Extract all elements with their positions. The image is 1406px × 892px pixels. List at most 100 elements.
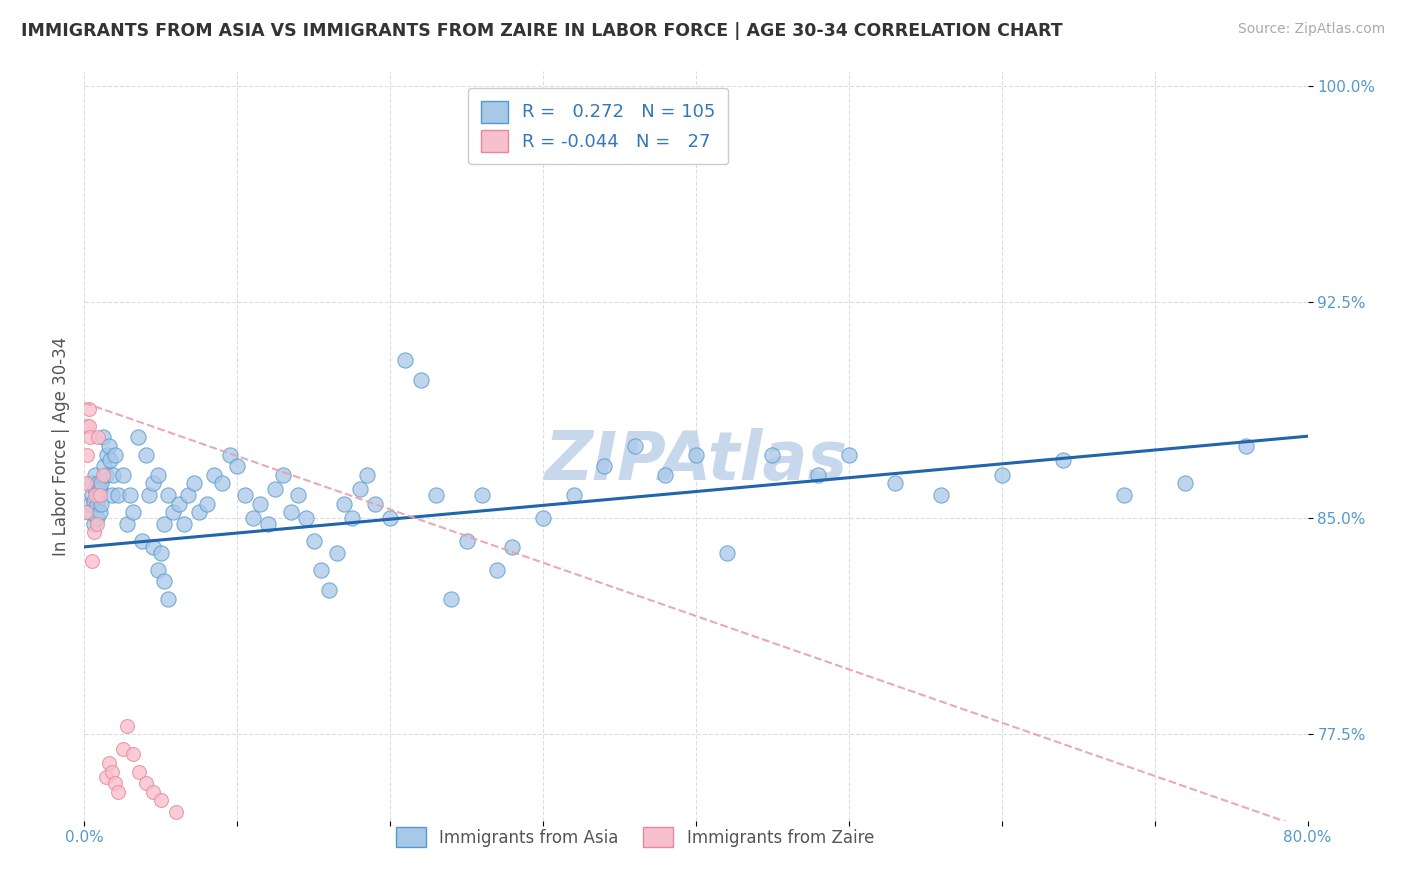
Point — [356, 467, 378, 482]
Point — [1052, 453, 1074, 467]
Y-axis label: In Labor Force | Age 30-34: In Labor Force | Age 30-34 — [52, 336, 70, 556]
Point — [89, 505, 111, 519]
Point — [271, 467, 294, 482]
Point — [195, 497, 218, 511]
Point — [146, 563, 169, 577]
Point — [991, 467, 1014, 482]
Point — [115, 516, 138, 531]
Legend: Immigrants from Asia, Immigrants from Zaire: Immigrants from Asia, Immigrants from Za… — [385, 817, 884, 857]
Point — [654, 467, 676, 482]
Point — [87, 476, 110, 491]
Point — [157, 591, 180, 606]
Point — [409, 373, 432, 387]
Point — [318, 583, 340, 598]
Point — [94, 467, 117, 482]
Point — [75, 476, 97, 491]
Point — [135, 776, 157, 790]
Point — [149, 546, 172, 560]
Point — [111, 741, 134, 756]
Point — [257, 516, 280, 531]
Text: ZIPAtlas: ZIPAtlas — [544, 428, 848, 494]
Point — [97, 439, 120, 453]
Point — [394, 352, 416, 367]
Point — [142, 540, 165, 554]
Point — [165, 805, 187, 819]
Point — [101, 764, 124, 779]
Point — [90, 476, 112, 491]
Point — [122, 747, 145, 762]
Point — [761, 448, 783, 462]
Point — [883, 476, 905, 491]
Point — [93, 459, 115, 474]
Point — [97, 756, 120, 770]
Point — [146, 467, 169, 482]
Point — [685, 448, 707, 462]
Point — [593, 459, 616, 474]
Point — [79, 497, 101, 511]
Text: IMMIGRANTS FROM ASIA VS IMMIGRANTS FROM ZAIRE IN LABOR FORCE | AGE 30-34 CORRELA: IMMIGRANTS FROM ASIA VS IMMIGRANTS FROM … — [21, 22, 1063, 40]
Point — [226, 459, 249, 474]
Point — [264, 482, 287, 496]
Text: Source: ZipAtlas.com: Source: ZipAtlas.com — [1237, 22, 1385, 37]
Point — [138, 488, 160, 502]
Point — [531, 511, 554, 525]
Point — [77, 401, 100, 416]
Point — [77, 505, 100, 519]
Point — [1388, 78, 1406, 93]
Point — [87, 488, 110, 502]
Point — [120, 488, 142, 502]
Point — [142, 785, 165, 799]
Point — [807, 467, 830, 482]
Point — [90, 497, 112, 511]
Point — [162, 505, 184, 519]
Point — [302, 534, 325, 549]
Point — [86, 516, 108, 531]
Point — [83, 493, 105, 508]
Point — [456, 534, 478, 549]
Point — [1114, 488, 1136, 502]
Point — [104, 776, 127, 790]
Point — [98, 453, 121, 467]
Point — [624, 439, 647, 453]
Point — [177, 488, 200, 502]
Point — [115, 718, 138, 732]
Point — [86, 511, 108, 525]
Point — [929, 488, 952, 502]
Point — [77, 418, 100, 433]
Point — [183, 476, 205, 491]
Point — [127, 430, 149, 444]
Point — [153, 574, 176, 589]
Point — [89, 482, 111, 496]
Point — [311, 563, 333, 577]
Point — [295, 511, 318, 525]
Point — [94, 771, 117, 785]
Point — [107, 488, 129, 502]
Point — [1327, 78, 1350, 93]
Point — [233, 488, 256, 502]
Point — [131, 534, 153, 549]
Point — [80, 554, 103, 568]
Point — [76, 418, 98, 433]
Point — [84, 482, 107, 496]
Point — [364, 497, 387, 511]
Point — [111, 467, 134, 482]
Point — [76, 448, 98, 462]
Point — [83, 516, 105, 531]
Point — [80, 476, 103, 491]
Point — [83, 525, 105, 540]
Point — [157, 488, 180, 502]
Point — [89, 488, 111, 502]
Point — [96, 448, 118, 462]
Point — [142, 476, 165, 491]
Point — [104, 448, 127, 462]
Point — [135, 448, 157, 462]
Point — [211, 476, 233, 491]
Point — [128, 764, 150, 779]
Point — [149, 793, 172, 807]
Point — [91, 430, 114, 444]
Point — [173, 516, 195, 531]
Point — [471, 488, 494, 502]
Point — [79, 430, 101, 444]
Point — [249, 497, 271, 511]
Point — [502, 540, 524, 554]
